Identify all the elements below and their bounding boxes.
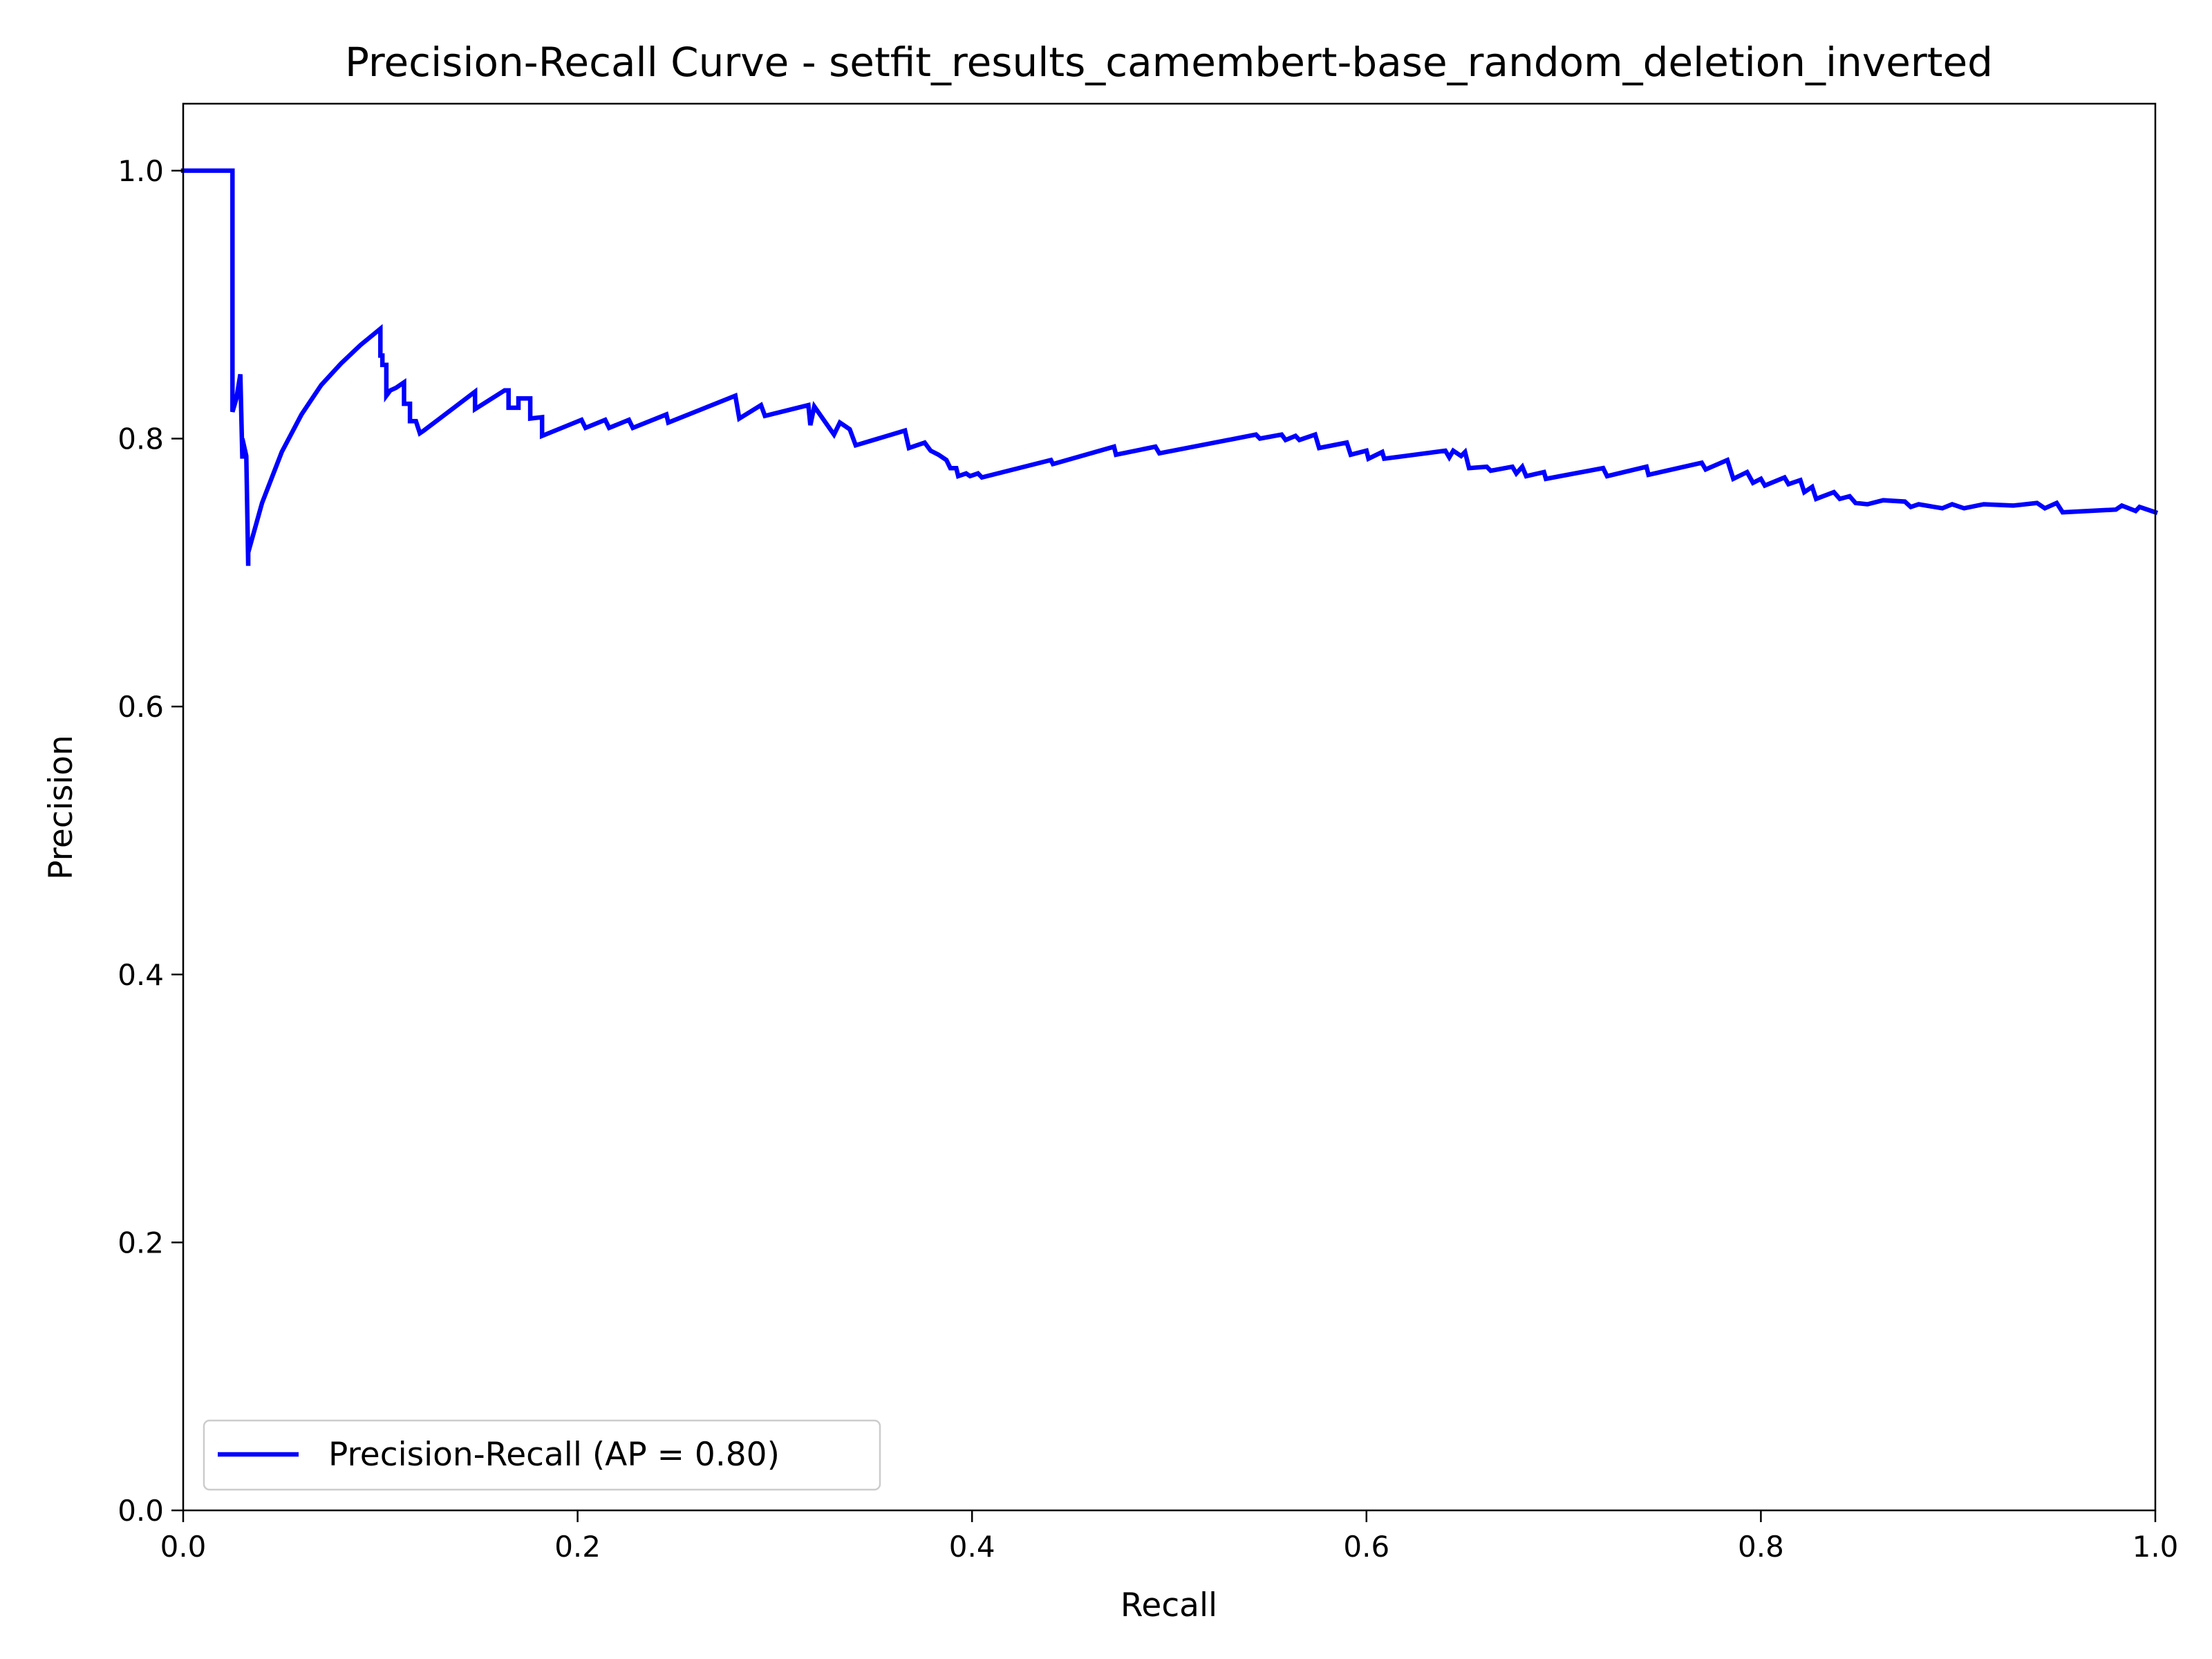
- y-tick-label: 0.2: [118, 1226, 164, 1259]
- plot-background: [183, 104, 2155, 1510]
- plot-frame: [182, 102, 2157, 1512]
- x-axis-ticks: 0.0 0.2 0.4 0.6 0.8 1.0: [160, 1510, 2179, 1564]
- x-tick-label: 0.8: [1738, 1530, 1784, 1564]
- legend: Precision-Recall (AP = 0.80): [203, 1419, 881, 1491]
- x-tick-label: 1.0: [2133, 1530, 2179, 1564]
- x-axis-label: Recall: [1121, 1586, 1217, 1624]
- legend-label: Precision-Recall (AP = 0.80): [328, 1436, 780, 1474]
- y-tick-label: 0.8: [118, 422, 164, 456]
- y-tick-label: 1.0: [118, 154, 164, 188]
- y-tick-label: 0.6: [118, 690, 164, 724]
- y-axis-label: Precision: [42, 735, 80, 880]
- y-axis-ticks: 0.0 0.2 0.4 0.6 0.8 1.0: [118, 154, 183, 1528]
- y-tick-label: 0.4: [118, 958, 164, 992]
- x-tick-label: 0.6: [1343, 1530, 1389, 1564]
- pr-curve-line: [180, 168, 2159, 566]
- plot-area: [180, 102, 2159, 1512]
- legend-box: [203, 1419, 881, 1491]
- chart-title: Precision-Recall Curve - setfit_results_…: [345, 39, 1993, 86]
- y-tick-label: 0.0: [118, 1494, 164, 1528]
- x-tick-label: 0.0: [160, 1530, 207, 1564]
- x-tick-label: 0.4: [949, 1530, 995, 1564]
- x-tick-label: 0.2: [554, 1530, 601, 1564]
